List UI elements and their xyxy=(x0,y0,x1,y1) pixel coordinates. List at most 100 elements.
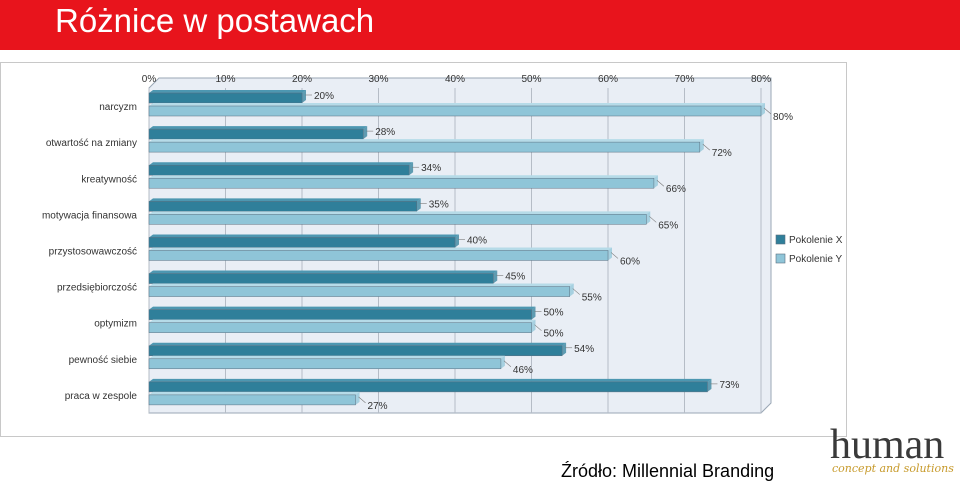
bar-side xyxy=(608,247,612,261)
bar-side xyxy=(569,283,574,297)
x-tick-label: 30% xyxy=(368,74,388,85)
data-label-leader xyxy=(358,396,366,404)
logo-tagline: concept and solutions xyxy=(832,462,954,475)
bar-side xyxy=(302,90,306,103)
bar-top xyxy=(149,270,498,274)
bar xyxy=(148,237,456,248)
bar-top xyxy=(149,103,765,106)
category-label: optymizm xyxy=(94,319,137,330)
data-label: 72% xyxy=(712,148,732,159)
data-label-leader xyxy=(503,360,512,368)
data-label-leader xyxy=(610,252,619,259)
legend-swatch xyxy=(775,253,786,264)
bar-top xyxy=(149,306,536,310)
bar-side xyxy=(355,391,360,405)
bar xyxy=(148,164,410,176)
bar-side xyxy=(699,139,704,153)
bar-top xyxy=(149,139,704,143)
x-tick-label: 80% xyxy=(751,74,771,85)
bar xyxy=(148,92,303,104)
bar-top xyxy=(149,391,360,395)
bar-top xyxy=(149,355,505,359)
data-label: 54% xyxy=(574,344,594,355)
bar-side xyxy=(653,175,658,189)
data-label: 80% xyxy=(773,112,793,123)
bar-side xyxy=(363,126,368,140)
bar-top xyxy=(149,319,536,323)
x-tick-label: 10% xyxy=(215,74,235,85)
category-label: narcyzm xyxy=(99,102,137,113)
category-label: praca w zespole xyxy=(65,391,138,402)
category-label: otwartość na zmiany xyxy=(46,138,137,149)
chart-frame: 0% 10% 20% 30% 40% 50% 60% 70% 80% narcyzm 20% 80% o… xyxy=(0,62,847,437)
legend-label: Pokolenie X xyxy=(789,235,843,246)
x-tick-label: 60% xyxy=(598,74,618,85)
bar-top xyxy=(149,247,612,251)
category-label: pewność siebie xyxy=(69,355,138,366)
data-label: 65% xyxy=(658,220,678,231)
data-label: 73% xyxy=(719,380,739,391)
bar-side xyxy=(531,306,536,320)
bar xyxy=(148,286,570,297)
legend-swatch xyxy=(775,234,786,245)
data-label: 46% xyxy=(513,365,533,376)
data-label-leader xyxy=(763,107,772,115)
x-tick-label: 70% xyxy=(674,74,694,85)
bar xyxy=(148,214,647,225)
x-tick-label: 20% xyxy=(292,74,312,85)
legend-label: Pokolenie Y xyxy=(789,254,843,265)
human-logo: human concept and solutions xyxy=(830,422,954,475)
bar-top xyxy=(149,198,421,202)
bar xyxy=(148,381,708,393)
data-label: 40% xyxy=(467,235,487,246)
bar-side xyxy=(646,211,651,225)
data-label-leader xyxy=(572,288,580,295)
bar-top xyxy=(149,162,414,166)
data-label: 20% xyxy=(314,91,334,102)
bar xyxy=(148,322,532,333)
bar-top xyxy=(149,234,459,238)
x-tick-label: 40% xyxy=(445,74,465,85)
bar xyxy=(148,345,563,357)
category-label: kreatywność xyxy=(81,174,137,185)
bar-side xyxy=(500,355,505,369)
bar-side xyxy=(562,342,567,356)
x-tick-label: 50% xyxy=(521,74,541,85)
data-label: 60% xyxy=(620,256,640,267)
bar-top xyxy=(149,175,658,179)
data-label-leader xyxy=(656,179,665,187)
bar-top xyxy=(149,211,651,215)
category-label: przedsiębiorczość xyxy=(57,283,137,294)
bar-side xyxy=(409,162,414,176)
bar-side xyxy=(531,319,536,333)
bar-chart: 0% 10% 20% 30% 40% 50% 60% 70% 80% narcyzm 20% 80% o… xyxy=(42,74,843,414)
bar-top xyxy=(149,378,712,382)
bar-side xyxy=(493,270,498,284)
bar-side xyxy=(707,378,712,392)
bar xyxy=(148,201,417,212)
bar xyxy=(148,105,762,117)
bar-top xyxy=(149,283,574,287)
bar xyxy=(148,141,701,153)
bar xyxy=(148,177,655,189)
bar xyxy=(148,309,532,320)
source-note: Źródło: Millennial Branding xyxy=(561,461,775,481)
bar-top xyxy=(149,126,368,130)
data-label: 35% xyxy=(429,199,449,210)
bar xyxy=(148,394,356,406)
title-bar: Różnice w postawach xyxy=(0,0,960,50)
bar-top xyxy=(149,90,306,93)
data-label: 55% xyxy=(582,293,602,304)
bar-side xyxy=(455,234,459,248)
page-title: Różnice w postawach xyxy=(55,2,375,39)
bar xyxy=(148,128,364,140)
data-label: 27% xyxy=(368,401,388,412)
data-label-leader xyxy=(534,324,542,331)
data-label: 34% xyxy=(421,163,441,174)
data-label: 66% xyxy=(666,184,686,195)
data-label: 50% xyxy=(544,308,564,319)
logo-word: human xyxy=(830,422,944,468)
category-label: przystosowawczość xyxy=(49,247,137,258)
bar-top xyxy=(149,342,567,346)
bar xyxy=(148,358,502,370)
